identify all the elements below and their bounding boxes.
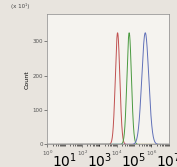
Text: (x 10¹): (x 10¹) bbox=[11, 3, 30, 9]
Y-axis label: Count: Count bbox=[25, 70, 30, 89]
